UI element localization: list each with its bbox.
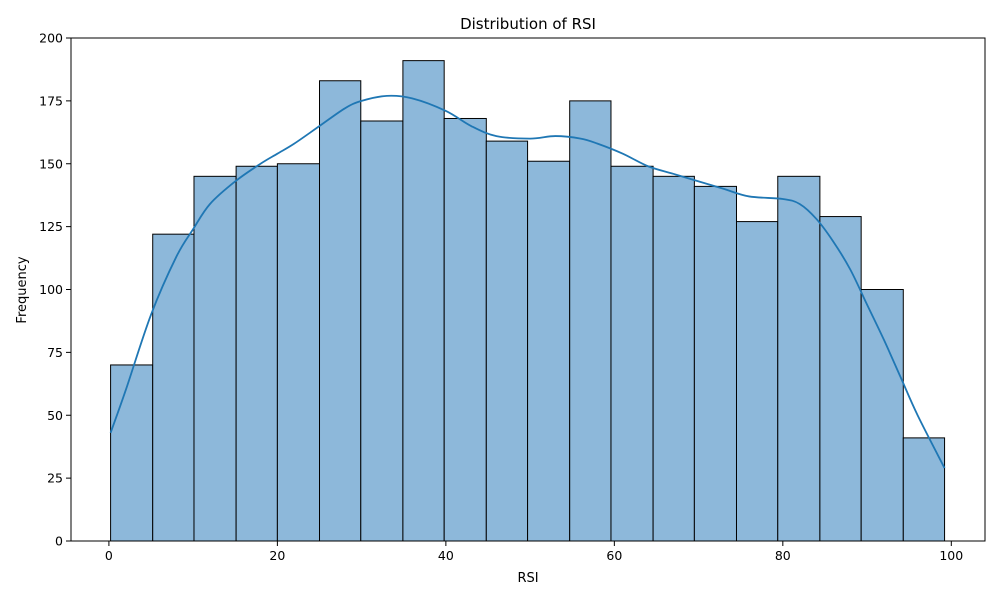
y-tick-label: 125 — [39, 219, 63, 234]
histogram-bar-7 — [402, 60, 445, 542]
y-tick-label: 175 — [39, 93, 63, 108]
histogram-bar-2 — [193, 175, 237, 542]
y-tick-label: 100 — [39, 282, 63, 297]
x-tick-label: 40 — [438, 548, 454, 563]
histogram-bar-4 — [276, 163, 321, 542]
histogram-bars — [110, 60, 946, 542]
chart-title: Distribution of RSI — [460, 15, 596, 33]
x-tick-label: 0 — [105, 548, 113, 563]
histogram-bar-0 — [110, 364, 154, 542]
histogram-bar-9 — [485, 140, 529, 542]
y-tick-label: 200 — [39, 31, 63, 46]
histogram-bar-11 — [569, 100, 612, 542]
histogram-bar-12 — [610, 165, 654, 542]
histogram-bar-18 — [860, 289, 904, 542]
histogram-bar-19 — [902, 437, 946, 542]
x-tick-label: 80 — [775, 548, 791, 563]
histogram-bar-10 — [527, 160, 571, 542]
histogram-bar-14 — [693, 185, 737, 542]
histogram-bar-13 — [652, 175, 695, 542]
y-axis-label: Frequency — [15, 256, 30, 323]
histogram-bar-6 — [360, 120, 404, 542]
x-tick-label: 60 — [606, 548, 622, 563]
x-axis-ticks: 0 20 40 60 80 100 — [105, 541, 963, 563]
y-tick-label: 25 — [47, 471, 63, 486]
kde-line — [109, 94, 946, 469]
histogram-bar-3 — [235, 165, 278, 542]
histogram-bar-5 — [319, 80, 362, 542]
x-axis-label: RSI — [517, 571, 538, 586]
histogram-bar-17 — [819, 216, 862, 542]
y-tick-label: 0 — [55, 534, 63, 549]
histogram-bar-15 — [735, 221, 779, 542]
y-axis-ticks: 0 25 50 75 100 125 150 175 200 — [39, 31, 71, 549]
y-tick-label: 150 — [39, 156, 63, 171]
histogram-bar-1 — [152, 233, 195, 542]
y-tick-label: 50 — [47, 408, 63, 423]
x-tick-label: 100 — [939, 548, 963, 563]
histogram-bar-8 — [443, 117, 487, 542]
histogram-bar-16 — [777, 175, 821, 542]
y-tick-label: 75 — [47, 345, 63, 360]
x-tick-label: 20 — [269, 548, 285, 563]
